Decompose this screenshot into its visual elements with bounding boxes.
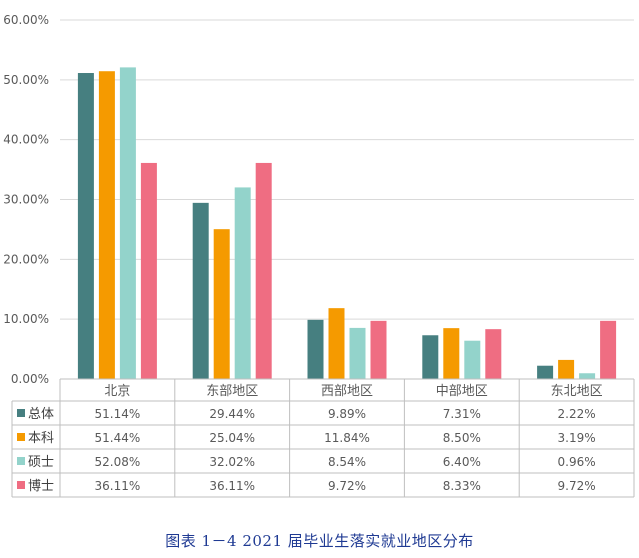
data-label: 36.11% xyxy=(209,479,255,493)
x-category-label: 东部地区 xyxy=(206,384,258,399)
legend-swatch xyxy=(17,481,25,489)
bar xyxy=(537,365,554,379)
data-label: 2.22% xyxy=(558,407,596,421)
legend-label: 硕士 xyxy=(28,455,54,470)
y-tick-label: 20.00% xyxy=(3,252,49,266)
y-tick-label: 50.00% xyxy=(3,73,49,87)
data-label: 6.40% xyxy=(443,455,481,469)
y-tick-label: 30.00% xyxy=(3,193,49,207)
data-label: 25.04% xyxy=(209,431,255,445)
legend-label: 本科 xyxy=(28,431,54,446)
legend-label: 博士 xyxy=(28,479,54,494)
legend-swatch xyxy=(17,457,25,465)
data-label: 7.31% xyxy=(443,407,481,421)
x-category-label: 东北地区 xyxy=(551,384,603,399)
bar xyxy=(255,162,272,379)
bar xyxy=(213,229,230,379)
bar xyxy=(370,320,387,379)
bar xyxy=(422,335,439,379)
bar xyxy=(98,71,115,379)
bar xyxy=(558,359,575,379)
x-category-label: 中部地区 xyxy=(436,384,488,399)
bar xyxy=(234,187,251,379)
legend-swatch xyxy=(17,409,25,417)
data-label: 9.72% xyxy=(328,479,366,493)
data-label: 0.96% xyxy=(558,455,596,469)
data-label: 8.33% xyxy=(443,479,481,493)
bar xyxy=(349,327,366,379)
y-axis-ticks: 0.00% 10.00% 20.00% 30.00% 40.00% 50.00% 60.00… xyxy=(3,13,49,386)
bar xyxy=(192,202,209,379)
bar xyxy=(600,320,617,379)
data-label: 51.44% xyxy=(95,431,141,445)
bar-chart: 0.00% 10.00% 20.00% 30.00% 40.00% 50.00% 60.00… xyxy=(3,13,635,498)
data-label: 52.08% xyxy=(95,455,141,469)
data-label: 29.44% xyxy=(209,407,255,421)
data-label: 32.02% xyxy=(209,455,255,469)
y-tick-label: 40.00% xyxy=(3,133,49,147)
data-label: 9.72% xyxy=(558,479,596,493)
data-label: 8.50% xyxy=(443,431,481,445)
bar xyxy=(328,308,345,379)
bar xyxy=(443,328,460,379)
figure-caption: 图表 1－4 2021 届毕业生落实就业地区分布 xyxy=(165,532,474,550)
bar xyxy=(119,67,136,379)
bar xyxy=(77,73,94,380)
bar xyxy=(307,319,324,379)
data-label: 8.54% xyxy=(328,455,366,469)
legend-label: 总体 xyxy=(28,407,54,422)
data-label: 9.89% xyxy=(328,407,366,421)
data-label: 3.19% xyxy=(558,431,596,445)
data-label: 36.11% xyxy=(95,479,141,493)
bar xyxy=(464,340,481,379)
y-tick-label: 0.00% xyxy=(11,372,49,386)
data-label: 51.14% xyxy=(95,407,141,421)
bars xyxy=(77,67,617,380)
bar xyxy=(140,162,157,379)
legend-swatch xyxy=(17,433,25,441)
y-tick-label: 10.00% xyxy=(3,312,49,326)
bar xyxy=(485,329,502,379)
y-tick-label: 60.00% xyxy=(3,13,49,27)
x-category-label: 北京 xyxy=(104,384,130,399)
x-category-label: 西部地区 xyxy=(321,384,373,399)
data-label: 11.84% xyxy=(324,431,370,445)
bar xyxy=(579,373,596,379)
